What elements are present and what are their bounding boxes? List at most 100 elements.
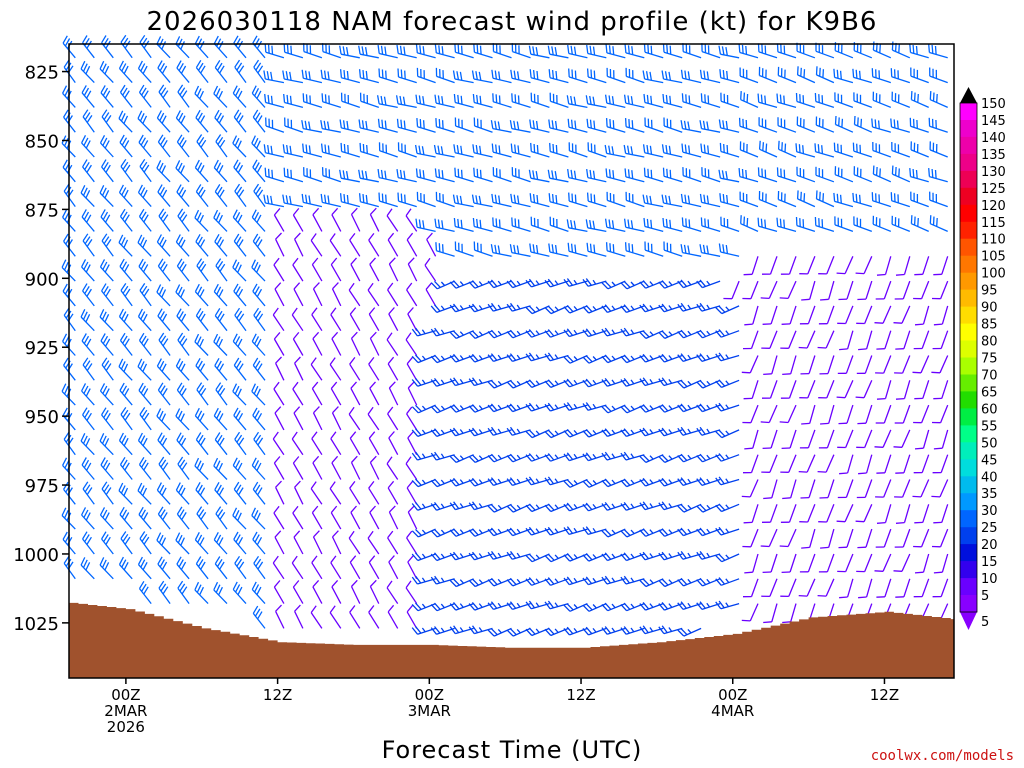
wind-barb (777, 140, 797, 158)
colorbar-swatch (960, 493, 977, 511)
wind-barb (396, 44, 417, 59)
wind-barb (620, 327, 645, 337)
wind-barb (681, 217, 702, 233)
wind-barb (386, 208, 399, 232)
wind-barb (293, 406, 304, 431)
wind-barb (818, 305, 835, 325)
wind-barb (799, 380, 816, 399)
wind-barb (548, 193, 569, 208)
wind-barb (473, 43, 493, 59)
wind-barb (913, 578, 930, 598)
wind-barb (331, 331, 342, 356)
colorbar-swatch (960, 221, 977, 240)
wind-barb (196, 506, 209, 530)
wind-barb (312, 406, 323, 431)
wind-barb (468, 330, 493, 339)
wind-barb (214, 432, 228, 456)
wind-barb (157, 432, 171, 456)
wind-barb (213, 35, 228, 59)
wind-barb (156, 532, 171, 555)
wind-barb (99, 557, 114, 580)
wind-barb (761, 454, 778, 473)
wind-barb (252, 233, 266, 257)
wind-barb (511, 93, 531, 109)
wind-barb (601, 354, 626, 364)
wind-barb (175, 532, 190, 555)
wind-barb (838, 280, 854, 301)
wind-barb (282, 70, 304, 84)
wind-barb (875, 355, 892, 374)
wind-barb (563, 452, 588, 462)
wind-barb (82, 283, 95, 307)
wind-barb (376, 95, 398, 109)
wind-barb (233, 481, 247, 505)
wind-barb (763, 355, 778, 376)
wind-barb (101, 407, 114, 431)
wind-barb (411, 478, 436, 488)
wind-barb (405, 332, 418, 356)
wind-barb (82, 481, 95, 505)
wind-barb (283, 93, 304, 109)
wind-barb (214, 481, 228, 505)
wind-barb (510, 143, 531, 158)
wind-barb (818, 553, 835, 573)
wind-barb (99, 309, 114, 332)
wind-barb (310, 605, 323, 629)
wind-barb (604, 94, 626, 109)
wind-barb (99, 507, 114, 530)
wind-barb (358, 193, 379, 208)
wind-barb (780, 380, 797, 399)
wind-barb (529, 69, 550, 84)
wind-barb (677, 329, 702, 339)
wind-barb (568, 142, 588, 158)
wind-barb (871, 192, 891, 208)
credit-link[interactable]: coolwx.com/models (871, 748, 1014, 764)
wind-barb (696, 279, 721, 289)
wind-barb (715, 329, 740, 338)
wind-barb (310, 481, 323, 505)
wind-barb (567, 169, 588, 183)
wind-barb (80, 557, 95, 580)
terrain-layer (69, 602, 954, 678)
colorbar-swatch (960, 153, 977, 172)
wind-barb (158, 456, 171, 480)
wind-barb (530, 142, 550, 158)
wind-barb (658, 427, 683, 437)
colorbar-tick-label: 50 (981, 436, 998, 451)
wind-barb (81, 457, 95, 480)
colorbar-frame (959, 102, 978, 613)
wind-barb (644, 117, 664, 133)
wind-barb (700, 93, 721, 109)
wind-barb (586, 169, 607, 183)
wind-barb (931, 479, 949, 498)
wind-barb (348, 406, 361, 431)
wind-barb (411, 428, 436, 438)
wind-barb (253, 307, 266, 332)
wind-barb (642, 70, 664, 84)
wind-barb (525, 278, 550, 288)
wind-barb (340, 92, 361, 109)
wind-barb (339, 169, 360, 183)
wind-barb (251, 85, 266, 108)
wind-barb (781, 553, 797, 574)
y-tick-label: 1025 (13, 614, 59, 635)
wind-barb (330, 505, 342, 530)
wind-barb (487, 403, 512, 413)
wind-barb (101, 357, 114, 381)
wind-barb (876, 454, 892, 474)
wind-barb (795, 143, 816, 158)
wind-barb (931, 528, 949, 548)
wind-barb (776, 167, 797, 183)
wind-barb (820, 528, 835, 549)
wind-barb (800, 479, 816, 499)
wind-barb (311, 555, 323, 580)
wind-barb (796, 116, 816, 133)
wind-barb (99, 60, 114, 84)
wind-barb (232, 135, 247, 158)
wind-barb (303, 167, 323, 183)
x-axis-label: Forecast Time (UTC) (382, 736, 643, 764)
wind-barb (815, 42, 835, 59)
wind-barb (430, 626, 455, 635)
wind-barb (359, 142, 379, 158)
wind-barb (388, 431, 399, 456)
